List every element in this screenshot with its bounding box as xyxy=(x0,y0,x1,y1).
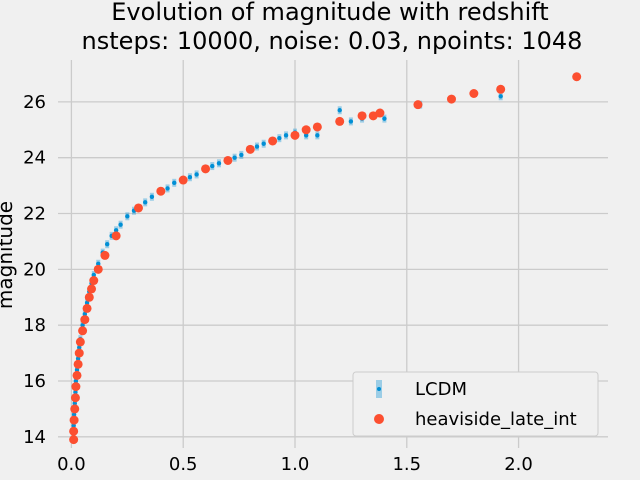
heaviside-point xyxy=(156,186,166,196)
lcdm-point xyxy=(216,161,222,166)
lcdm-point xyxy=(118,222,123,227)
heaviside-point xyxy=(496,84,506,94)
y-tick-label: 22 xyxy=(23,204,46,225)
x-tick-label: 1.5 xyxy=(392,454,421,475)
x-tick-label: 2.0 xyxy=(504,454,533,475)
heaviside-point xyxy=(89,276,99,286)
lcdm-point xyxy=(165,186,170,191)
lcdm-point xyxy=(277,135,282,141)
heaviside-point xyxy=(357,111,367,121)
lcdm-point xyxy=(113,228,119,233)
heaviside-point xyxy=(69,426,79,436)
lcdm-point xyxy=(210,163,215,169)
heaviside-point xyxy=(245,144,255,154)
lcdm-point xyxy=(84,300,90,306)
y-tick-label: 18 xyxy=(23,315,46,336)
heaviside-point xyxy=(375,108,385,118)
chart-title-line-1: Evolution of magnitude with redshift xyxy=(111,0,548,26)
heaviside-point xyxy=(111,231,121,241)
lcdm-point xyxy=(382,116,387,121)
lcdm-point xyxy=(254,144,260,149)
lcdm-point xyxy=(72,401,77,406)
chart-title-line-2: nsteps: 10000, noise: 0.03, npoints: 104… xyxy=(82,27,583,55)
lcdm-point xyxy=(239,152,244,158)
lcdm-point xyxy=(348,119,354,124)
heaviside-point xyxy=(87,284,97,294)
y-axis-label: magnitude xyxy=(0,201,17,309)
heaviside-point xyxy=(69,435,79,445)
heaviside-point xyxy=(312,122,322,132)
lcdm-point xyxy=(82,311,88,317)
lcdm-point xyxy=(498,94,503,99)
lcdm-point xyxy=(261,141,266,146)
heaviside-point xyxy=(223,155,233,165)
lcdm-point xyxy=(232,155,237,160)
heaviside-point xyxy=(69,415,79,425)
lcdm-point xyxy=(142,200,148,205)
x-tick-label: 0.0 xyxy=(57,454,86,475)
lcdm-point xyxy=(91,272,96,278)
heaviside-point xyxy=(335,116,345,126)
heaviside-point xyxy=(72,370,82,380)
lcdm-point xyxy=(194,172,199,177)
heaviside-point xyxy=(201,164,211,174)
heaviside-point xyxy=(93,264,103,274)
lcdm-point xyxy=(73,389,78,395)
heaviside-point xyxy=(73,359,83,369)
heaviside-point xyxy=(84,292,94,302)
lcdm-point xyxy=(71,412,77,417)
heaviside-point xyxy=(70,393,80,403)
legend: LCDM heaviside_late_int xyxy=(352,371,599,437)
legend-label-lcdm: LCDM xyxy=(415,379,467,400)
y-tick-label: 24 xyxy=(23,148,46,169)
lcdm-point xyxy=(71,423,76,428)
y-tick-label: 14 xyxy=(23,427,46,448)
heaviside-point xyxy=(78,326,88,336)
heaviside-point xyxy=(413,100,423,110)
heaviside-point xyxy=(74,348,84,358)
heaviside-point xyxy=(268,136,278,146)
y-tick-label: 20 xyxy=(23,259,46,280)
heaviside-point xyxy=(446,94,456,104)
heaviside-point xyxy=(70,404,80,414)
heaviside-point xyxy=(301,125,311,135)
heaviside-point xyxy=(178,175,188,185)
legend-marker-lcdm xyxy=(376,380,382,398)
lcdm-point xyxy=(149,194,155,199)
legend-label-heaviside: heaviside_late_int xyxy=(415,409,577,430)
y-tick-label: 26 xyxy=(23,92,46,113)
heaviside-point xyxy=(100,250,110,260)
x-tick-label: 1.0 xyxy=(281,454,310,475)
lcdm-point xyxy=(187,175,193,180)
heaviside-point xyxy=(75,337,85,347)
legend-box xyxy=(352,371,599,437)
lcdm-point xyxy=(125,214,130,219)
lcdm-point xyxy=(337,108,342,113)
heaviside-point xyxy=(133,203,143,213)
heaviside-point xyxy=(71,382,81,392)
heaviside-point xyxy=(290,130,300,140)
heaviside-point xyxy=(80,315,90,325)
legend-marker-heaviside xyxy=(374,414,384,424)
heaviside-point xyxy=(82,303,92,313)
y-tick-label: 16 xyxy=(23,371,46,392)
x-tick-label: 0.5 xyxy=(169,454,198,475)
lcdm-point xyxy=(315,133,320,138)
lcdm-point xyxy=(303,133,309,138)
lcdm-point xyxy=(80,322,85,328)
plot-area: 0.0 0.5 1.0 1.5 2.0 14 16 18 20 22 24 26 xyxy=(23,60,608,475)
lcdm-point xyxy=(283,133,289,138)
lcdm-point xyxy=(172,180,177,186)
lcdm-point xyxy=(96,261,101,266)
lcdm-point xyxy=(104,242,110,247)
heaviside-point xyxy=(572,72,582,82)
heaviside-point xyxy=(469,88,479,98)
